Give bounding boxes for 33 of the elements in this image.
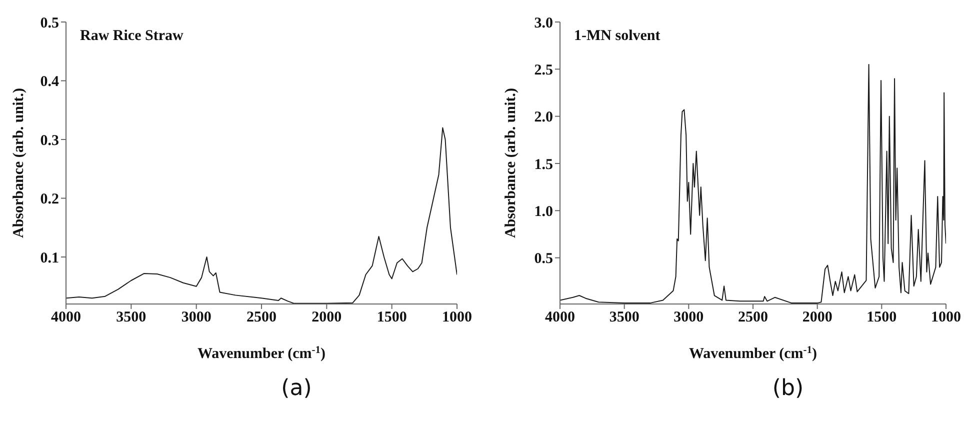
y-tick-label: 0.3 [40,132,59,149]
chart-title: 1-MN solvent [574,28,660,45]
y-axis-title: Absorbance (arb. unit.) [11,88,28,238]
x-tick-label: 1000 [931,310,961,326]
x-tick-label: 1500 [376,310,407,326]
y-axis-title: Absorbance (arb. unit.) [503,88,520,238]
x-tick-label: 2500 [738,310,768,326]
y-tick-label: 0.2 [40,192,59,208]
y-tick-label: 2.5 [534,62,553,78]
x-tick-label: 3500 [609,310,640,326]
x-tick-label: 4000 [545,310,575,326]
y-tick-label: 0.4 [40,74,60,90]
x-tick-label: 3500 [116,310,146,326]
x-tick-label: 1000 [442,310,472,326]
x-axis-title: Wavenumber (cm$^{-1}$) [688,344,818,362]
y-tick-label: 3.0 [534,15,553,32]
y-tick-label: 2.0 [534,110,553,126]
y-tick-label: 0.5 [40,15,59,32]
y-tick-label: 1.5 [534,156,553,173]
x-tick-label: 2000 [312,310,342,326]
text: (b) [771,376,805,401]
x-axis-title: Wavenumber (cm$^{-1}$) [197,344,326,362]
y-tick-label: 0.5 [534,251,553,268]
y-tick-label: 1.0 [534,204,553,220]
y-tick-label: 0.1 [40,250,59,266]
x-tick-label: 3000 [181,310,212,326]
x-tick-label: 3000 [674,310,704,326]
x-tick-label: 1500 [866,310,897,326]
x-tick-label: 2000 [802,310,832,326]
chart-title: Raw Rice Straw [80,28,184,45]
x-tick-label: 4000 [51,310,81,326]
x-tick-label: 2500 [246,310,276,326]
text: (a) [280,376,313,401]
